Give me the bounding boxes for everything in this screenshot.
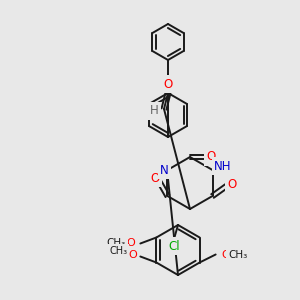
Text: O: O — [151, 172, 160, 184]
Text: NH: NH — [214, 160, 231, 172]
Text: Cl: Cl — [168, 239, 180, 253]
Text: O: O — [206, 151, 216, 164]
Text: O: O — [227, 178, 236, 190]
Text: CH₃: CH₃ — [107, 238, 126, 248]
Text: O: O — [221, 250, 230, 260]
Text: N: N — [160, 164, 169, 176]
Text: O: O — [126, 238, 135, 248]
Text: O: O — [128, 250, 137, 260]
Text: O: O — [164, 77, 172, 91]
Text: CH₃: CH₃ — [228, 250, 247, 260]
Text: CH₃: CH₃ — [109, 247, 128, 256]
Text: H: H — [150, 104, 158, 118]
